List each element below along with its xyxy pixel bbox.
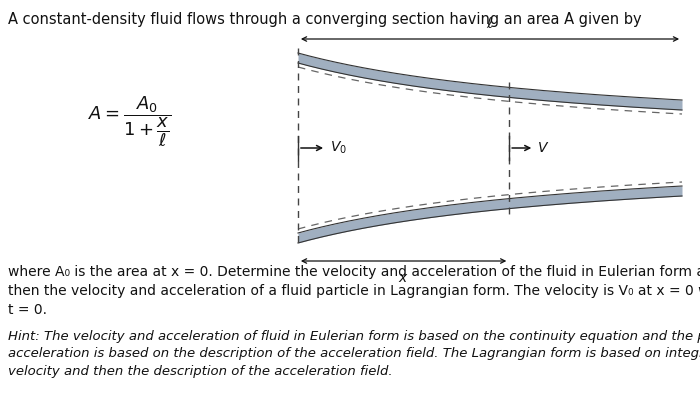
- Text: $x$: $x$: [398, 271, 409, 285]
- Text: $A = \dfrac{A_0}{1+\dfrac{x}{\ell}}$: $A = \dfrac{A_0}{1+\dfrac{x}{\ell}}$: [88, 95, 172, 149]
- Text: $\ell$: $\ell$: [486, 16, 493, 31]
- Text: $V_0$: $V_0$: [330, 140, 347, 156]
- Text: Hint: The velocity and acceleration of fluid in Eulerian form is based on the co: Hint: The velocity and acceleration of f…: [8, 330, 700, 378]
- Text: A constant-density fluid flows through a converging section having an area A giv: A constant-density fluid flows through a…: [8, 12, 642, 27]
- Text: $V$: $V$: [537, 141, 550, 155]
- Text: where A₀ is the area at x = 0. Determine the velocity and acceleration of the fl: where A₀ is the area at x = 0. Determine…: [8, 265, 700, 317]
